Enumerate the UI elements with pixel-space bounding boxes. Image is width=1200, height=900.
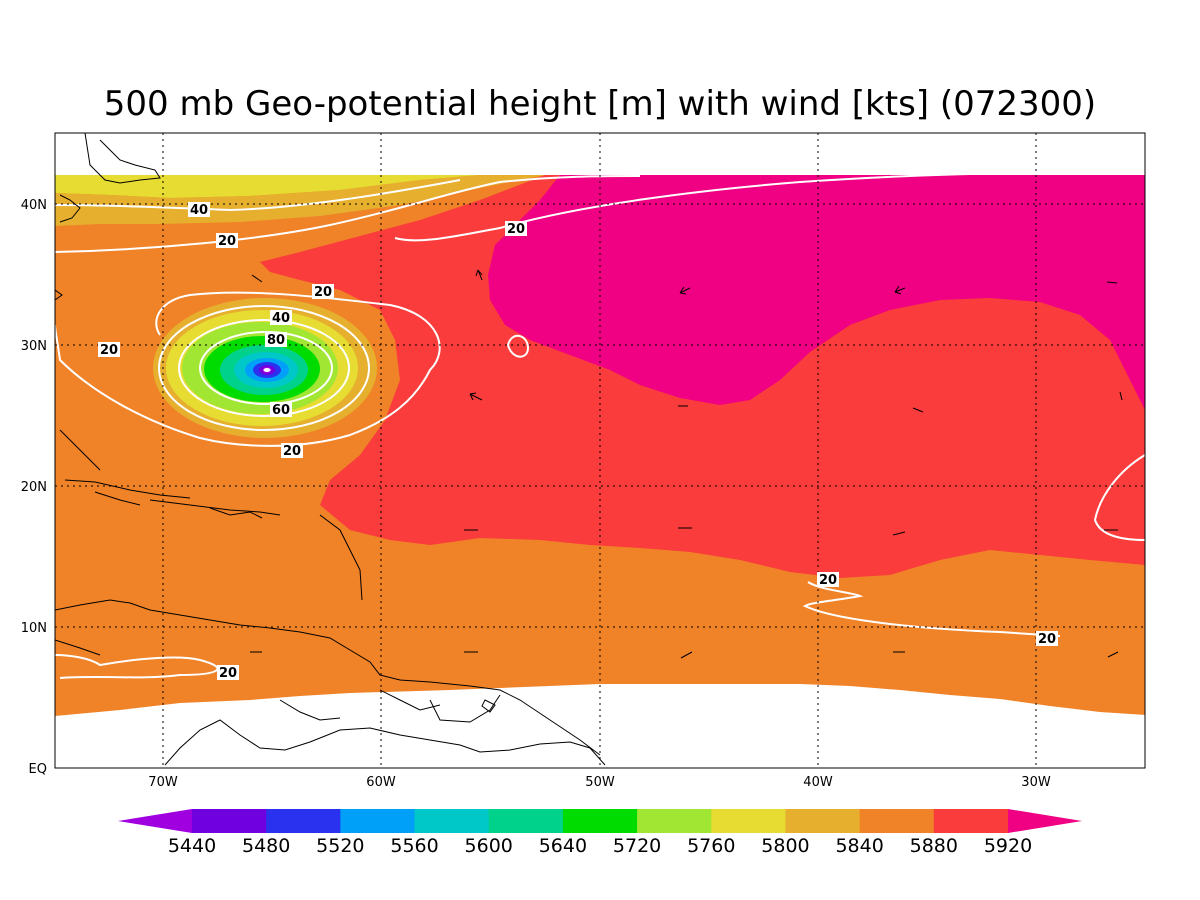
y-tick-label: 40N — [21, 198, 47, 213]
coastlines — [55, 133, 606, 766]
svg-text:20: 20 — [314, 285, 332, 300]
map-area — [54, 132, 1146, 769]
svg-text:40: 40 — [272, 311, 290, 326]
svg-text:40: 40 — [190, 203, 208, 218]
colorbar-label: 5440 — [168, 835, 216, 857]
wind-isotachs — [55, 171, 1145, 679]
svg-text:60: 60 — [272, 403, 290, 418]
colorbar-segment — [785, 809, 861, 833]
y-axis-labels: EQ 10N 20N 30N 40N — [21, 198, 47, 777]
svg-text:20: 20 — [100, 343, 118, 358]
contour-label: 40 — [270, 310, 292, 326]
colorbar-segment — [414, 809, 490, 833]
contour-label: 60 — [270, 402, 292, 418]
colorbar-segment — [340, 809, 416, 833]
x-tick-label: 70W — [148, 775, 178, 790]
x-tick-label: 60W — [366, 775, 396, 790]
height-5800-band — [55, 175, 480, 198]
colorbar-label: 5880 — [910, 835, 958, 857]
contour-label: 20 — [217, 665, 239, 681]
colorbar-segment — [859, 809, 935, 833]
colorbar-label: 5920 — [984, 835, 1032, 857]
contour-label: 40 — [188, 202, 210, 218]
lat-lon-grid — [55, 133, 1145, 768]
x-tick-label: 40W — [803, 775, 833, 790]
contour-label: 20 — [817, 572, 839, 588]
contour-label: 80 — [265, 332, 287, 348]
colorbar-segment — [192, 809, 267, 833]
contour-labels: 40 20 20 20 40 80 20 60 20 20 20 20 — [98, 202, 1058, 681]
colorbar-label: 5560 — [390, 835, 438, 857]
contour-label: 20 — [1036, 631, 1058, 647]
colorbar-label: 5720 — [613, 835, 661, 857]
wind-vectors — [250, 269, 1123, 659]
colorbar-segment — [933, 809, 1009, 833]
colorbar-segment — [637, 809, 712, 833]
y-tick-label: 30N — [21, 339, 47, 354]
colorbar: 5440 5480 5520 5560 5600 5640 5720 5760 5800 5840… — [118, 809, 1082, 857]
svg-text:20: 20 — [1038, 632, 1056, 647]
svg-text:20: 20 — [218, 234, 236, 249]
colorbar-segment — [118, 809, 192, 833]
contour-label: 20 — [98, 342, 120, 358]
colorbar-segment — [562, 809, 638, 833]
x-axis-labels: 70W 60W 50W 40W 30W — [148, 775, 1051, 790]
y-tick-label: 10N — [21, 621, 47, 636]
colorbar-label: 5520 — [316, 835, 364, 857]
y-tick-label: EQ — [29, 762, 47, 777]
map-title: 500 mb Geo-potential height [m] with win… — [104, 84, 1096, 124]
height-above-5920-band — [488, 175, 1145, 410]
svg-text:80: 80 — [267, 333, 285, 348]
colorbar-label: 5840 — [835, 835, 883, 857]
svg-text:20: 20 — [219, 666, 237, 681]
contour-label: 20 — [216, 233, 238, 249]
y-tick-label: 20N — [21, 480, 47, 495]
colorbar-segment — [711, 809, 786, 833]
contour-label: 20 — [281, 443, 303, 459]
colorbar-segment — [488, 809, 564, 833]
x-tick-label: 30W — [1021, 775, 1051, 790]
colorbar-label: 5600 — [465, 835, 513, 857]
svg-text:20: 20 — [507, 222, 525, 237]
hurricane-low-pressure — [153, 298, 377, 438]
colorbar-label: 5640 — [539, 835, 587, 857]
svg-text:20: 20 — [283, 444, 301, 459]
contour-label: 20 — [505, 221, 527, 237]
x-tick-label: 50W — [585, 775, 615, 790]
svg-text:20: 20 — [819, 573, 837, 588]
contour-label: 20 — [312, 284, 334, 300]
colorbar-segment — [266, 809, 341, 833]
colorbar-label: 5480 — [242, 835, 290, 857]
colorbar-segment — [1008, 809, 1082, 833]
colorbar-label: 5800 — [761, 835, 809, 857]
colorbar-label: 5760 — [687, 835, 735, 857]
